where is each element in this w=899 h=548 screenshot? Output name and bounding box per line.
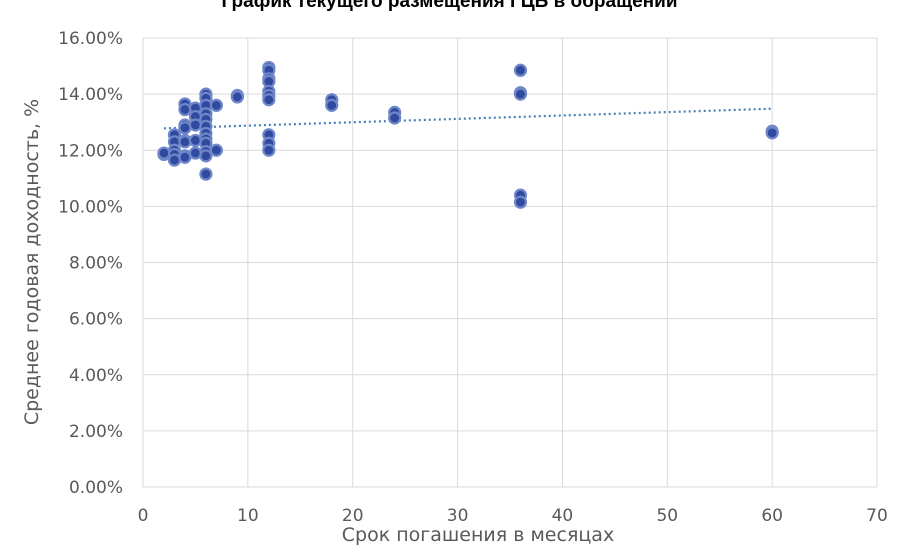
data-point: [188, 118, 203, 132]
y-tick-label: 2.00%: [69, 422, 123, 442]
data-point: [262, 93, 276, 107]
y-tick-label: 12.00%: [58, 141, 123, 161]
data-point: [188, 146, 203, 160]
trendline-group: [163, 107, 773, 130]
data-point: [513, 87, 528, 101]
y-axis-title: Среднее годовая доходность, %: [21, 99, 43, 425]
data-point: [325, 98, 339, 112]
data-point: [513, 195, 528, 209]
x-tick-labels: 0 10 20 30 40 50 60 70: [138, 506, 888, 526]
x-tick-label: 30: [447, 506, 469, 526]
data-point: [513, 63, 528, 77]
y-tick-label: 14.00%: [58, 85, 123, 105]
x-tick-label: 20: [342, 506, 364, 526]
data-point: [209, 143, 223, 157]
x-tick-label: 10: [237, 506, 259, 526]
data-point: [167, 153, 182, 167]
x-tick-label: 40: [552, 506, 574, 526]
trendline: [163, 107, 773, 130]
y-tick-label: 0.00%: [69, 478, 123, 498]
data-point: [178, 150, 192, 164]
y-tick-label: 16.00%: [58, 29, 123, 49]
data-point: [178, 102, 192, 117]
data-point: [230, 90, 244, 104]
data-point: [765, 126, 779, 140]
data-point: [262, 143, 276, 157]
data-point: [178, 121, 192, 135]
y-tick-label: 8.00%: [69, 254, 123, 274]
data-point: [157, 146, 171, 160]
y-tick-label: 4.00%: [69, 366, 123, 386]
data-point: [209, 98, 223, 112]
data-point: [388, 111, 402, 125]
x-axis-title: Срок погашения в месяцах: [342, 524, 614, 546]
chart-title: График текущего размещения ГЦБ в обращен…: [221, 0, 678, 12]
data-point: [178, 135, 192, 149]
data-point: [199, 167, 213, 181]
x-tick-label: 70: [866, 506, 888, 526]
gridlines: [142, 37, 878, 488]
y-tick-label: 10.00%: [58, 197, 123, 217]
x-tick-label: 60: [761, 506, 783, 526]
data-point: [199, 149, 213, 163]
data-point: [188, 133, 203, 148]
data-points: [157, 60, 779, 209]
y-tick-labels: 0.00% 2.00% 4.00% 6.00% 8.00% 10.00% 12.00% 14.…: [58, 29, 123, 498]
x-tick-label: 50: [656, 506, 678, 526]
y-tick-label: 6.00%: [69, 310, 123, 330]
x-tick-label: 0: [138, 506, 149, 526]
